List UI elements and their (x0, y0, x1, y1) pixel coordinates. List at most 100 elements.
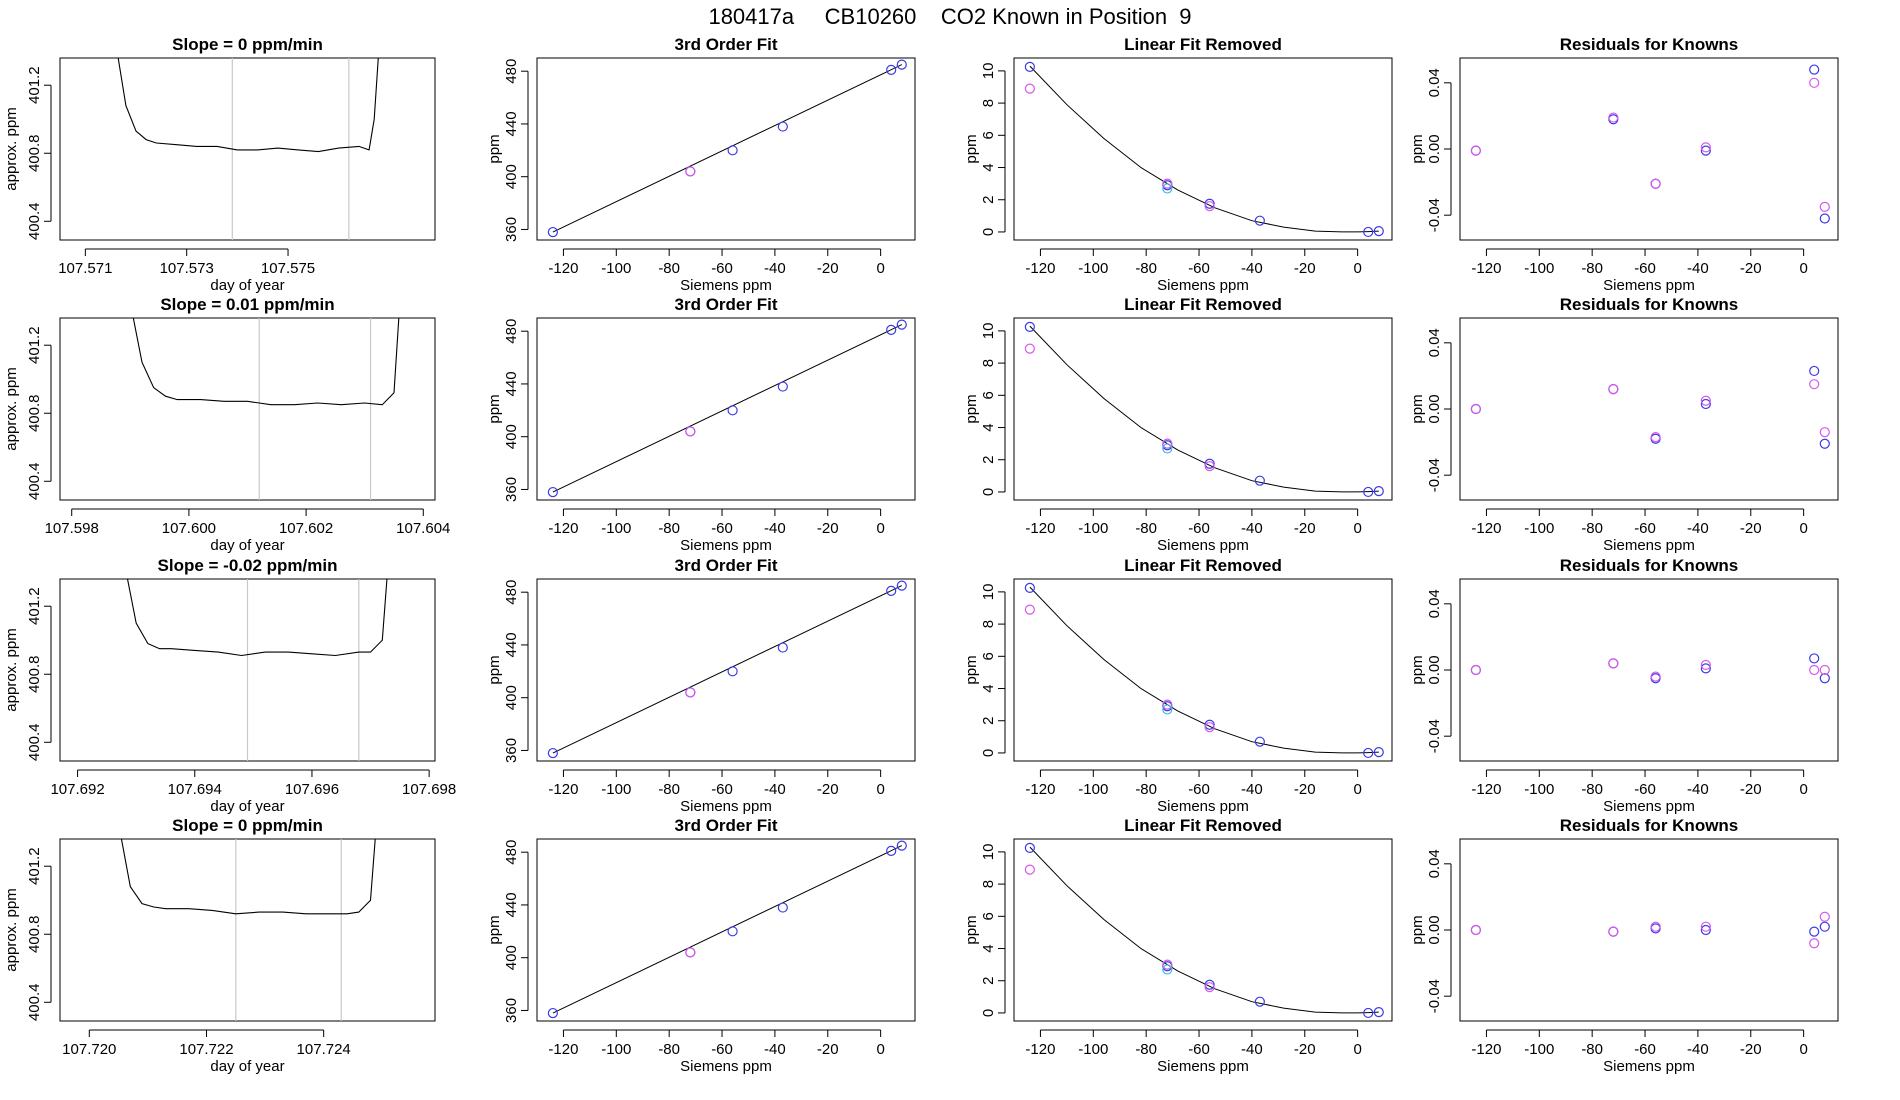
plot-frame (536, 578, 916, 762)
plot-frame (1459, 578, 1839, 762)
x-tick-label: -20 (1740, 781, 1762, 798)
y-tick-label: 400.4 (26, 203, 43, 241)
x-tick-label: -20 (1294, 260, 1316, 277)
data-point (685, 166, 696, 177)
y-tick-label: 400.8 (26, 655, 43, 693)
data-point (1608, 658, 1619, 669)
data-point (727, 405, 738, 416)
y-tick-label: 400.8 (26, 915, 43, 953)
data-point (1024, 864, 1035, 875)
data-point (1608, 926, 1619, 937)
data-point (1809, 77, 1820, 88)
x-tick-label: -60 (1634, 260, 1656, 277)
series-line (120, 839, 376, 915)
data-point (1700, 921, 1711, 932)
data-point (1819, 201, 1830, 213)
plot-area (1024, 61, 1384, 238)
data-point (547, 1007, 558, 1019)
y-tick-label: 440 (503, 892, 520, 917)
y-tick-label: 0 (980, 488, 997, 496)
panel-title: Slope = 0 ppm/min (172, 35, 323, 54)
x-tick-label: -20 (1740, 260, 1762, 277)
data-point (1700, 395, 1711, 406)
x-tick-label: 107.722 (179, 1041, 233, 1058)
y-tick-label: 480 (503, 59, 520, 84)
plot-frame (1459, 838, 1839, 1022)
y-tick-label: 0.04 (1426, 328, 1443, 357)
x-tick-label: -80 (1581, 1041, 1603, 1058)
y-tick-label: 400.8 (26, 394, 43, 432)
chart-panel: Slope = 0 ppm/min 107.720 107.722 107.724 da… (3, 816, 436, 1075)
y-tick-label: 0 (980, 228, 997, 236)
x-axis-label: Siemens ppm (1157, 537, 1249, 554)
fit-curve (552, 324, 903, 493)
data-point (1819, 664, 1830, 676)
chart-panel: Residuals for Knowns -120 -100 -80 -60 -40 -20… (1409, 816, 1839, 1075)
data-point (1254, 996, 1265, 1007)
plot-frame (536, 838, 916, 1022)
panel-title: Slope = -0.02 ppm/min (158, 556, 338, 575)
data-point (1162, 699, 1173, 710)
plot-area (120, 839, 376, 1021)
data-point (1024, 582, 1035, 593)
x-tick-label: -120 (1471, 781, 1501, 798)
data-point (1700, 663, 1711, 674)
x-tick-label: -100 (1524, 781, 1554, 798)
x-tick-label: -100 (1078, 520, 1108, 537)
y-tick-label: 2 (980, 456, 997, 464)
panel-title: Linear Fit Removed (1124, 556, 1282, 575)
data-point (1363, 1007, 1374, 1019)
data-point (1470, 145, 1481, 156)
chart-panel: Residuals for Knowns -120 -100 -80 -60 -40 -20… (1409, 35, 1839, 294)
x-tick-label: -20 (817, 520, 839, 537)
x-tick-label: 0 (1799, 781, 1807, 798)
data-point (1024, 842, 1035, 853)
x-axis-label: day of year (210, 277, 284, 294)
x-tick-label: -100 (1078, 781, 1108, 798)
y-tick-label: 4 (980, 684, 997, 692)
x-axis-label: Siemens ppm (1603, 798, 1695, 815)
x-tick-label: -20 (1740, 1041, 1762, 1058)
chart-panel: Linear Fit Removed -120 -100 -80 -60 -40 -20 0 S… (963, 295, 1393, 554)
x-tick-label: -60 (1188, 1041, 1210, 1058)
x-tick-label: 0 (876, 1041, 884, 1058)
x-tick-label: 0 (1353, 1041, 1361, 1058)
data-point (896, 840, 907, 851)
data-point (727, 145, 738, 156)
data-point (1809, 938, 1820, 949)
x-axis-label: Siemens ppm (680, 277, 772, 294)
y-tick-label: 8 (980, 880, 997, 888)
data-point (1470, 924, 1481, 936)
y-axis-label: ppm (1409, 134, 1426, 163)
chart-panel: 3rd Order Fit -120 -100 -80 -60 -40 -20 0 Siemen… (486, 816, 916, 1075)
panel-title: Residuals for Knowns (1560, 35, 1739, 54)
fit-curve (552, 585, 903, 754)
plot-frame (536, 57, 916, 241)
x-tick-label: 107.694 (168, 781, 222, 798)
y-tick-label: 400 (503, 164, 520, 189)
y-tick-label: 400 (503, 424, 520, 449)
data-point (1162, 443, 1173, 454)
y-tick-label: 10 (980, 63, 997, 80)
x-tick-label: -80 (1135, 1041, 1157, 1058)
data-point (1470, 403, 1481, 415)
data-point (886, 324, 897, 335)
y-tick-label: 2 (980, 196, 997, 204)
fit-curve (552, 845, 903, 1014)
data-point (1024, 61, 1035, 72)
data-point (1650, 432, 1661, 443)
data-point (886, 585, 897, 596)
y-tick-label: 401.2 (26, 847, 43, 885)
y-tick-label: 6 (980, 391, 997, 399)
data-point (777, 902, 788, 913)
x-tick-label: -40 (764, 1041, 786, 1058)
data-point (1819, 438, 1830, 449)
x-tick-label: -120 (1025, 260, 1055, 277)
data-point (1162, 704, 1173, 715)
data-point (1700, 398, 1711, 410)
data-point (1024, 343, 1035, 354)
x-tick-label: 107.724 (297, 1041, 351, 1058)
data-point (1204, 719, 1215, 730)
data-point (1204, 201, 1215, 212)
